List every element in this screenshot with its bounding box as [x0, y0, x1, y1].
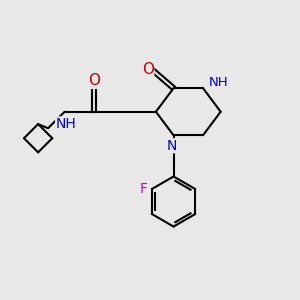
Text: N: N: [167, 139, 177, 153]
Text: O: O: [88, 73, 100, 88]
Text: O: O: [142, 61, 154, 76]
Text: F: F: [140, 182, 148, 196]
Text: NH: NH: [208, 76, 228, 89]
Text: NH: NH: [56, 117, 76, 131]
